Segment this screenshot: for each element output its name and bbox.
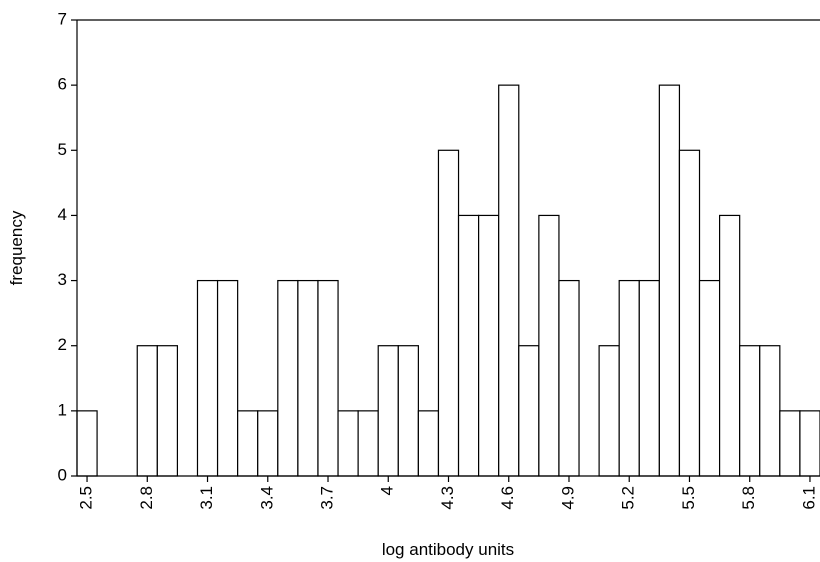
bar — [257, 410, 279, 477]
x-axis-label: log antibody units — [382, 540, 514, 559]
x-tick-label: 4.3 — [438, 486, 457, 510]
bar — [618, 279, 640, 477]
bar — [397, 345, 419, 477]
bar — [277, 279, 299, 477]
bar — [498, 84, 520, 477]
x-tick-label: 3.1 — [197, 486, 216, 510]
x-tick-label: 5.2 — [619, 486, 638, 510]
bar — [759, 345, 781, 477]
x-tick-label: 3.7 — [317, 486, 336, 510]
x-tick-label: 5.8 — [739, 486, 758, 510]
bar — [678, 149, 701, 477]
bar — [658, 84, 681, 477]
bar — [437, 149, 460, 477]
bar — [136, 345, 158, 477]
bar — [799, 410, 820, 477]
x-tick-label: 2.8 — [137, 486, 156, 510]
bar — [196, 279, 219, 477]
bar — [518, 345, 540, 477]
y-tick-label: 3 — [58, 270, 67, 289]
x-tick-label: 6.1 — [799, 486, 818, 510]
bar — [317, 279, 339, 477]
x-tick-label: 3.4 — [257, 486, 276, 510]
bar — [237, 410, 259, 477]
x-tick-label: 4 — [378, 486, 397, 495]
x-tick-label: 5.5 — [679, 486, 698, 510]
x-tick-label: 2.5 — [77, 486, 96, 510]
bar — [377, 345, 399, 477]
bar — [698, 279, 721, 477]
bar — [538, 214, 560, 477]
bar — [558, 279, 580, 477]
bar — [76, 410, 98, 477]
y-tick-label: 7 — [58, 9, 67, 28]
bar — [739, 345, 761, 477]
bar — [337, 410, 359, 477]
bar — [779, 410, 801, 477]
y-tick-label: 4 — [58, 205, 67, 224]
y-tick-label: 6 — [58, 75, 67, 94]
bar — [638, 279, 660, 477]
x-tick-label: 4.6 — [498, 486, 517, 510]
bar — [297, 279, 319, 477]
x-tick-label: 4.9 — [558, 486, 577, 510]
bar — [357, 410, 379, 477]
y-tick-label: 1 — [58, 400, 67, 419]
bar — [417, 410, 440, 477]
y-axis-label: frequency — [7, 210, 26, 285]
y-tick-label: 5 — [58, 140, 67, 159]
bar — [478, 214, 500, 477]
y-tick-label: 0 — [58, 465, 67, 484]
bar — [598, 345, 620, 477]
bar — [156, 345, 179, 477]
bar — [718, 214, 741, 477]
bar — [457, 214, 480, 477]
bar — [216, 279, 239, 477]
y-tick-label: 2 — [58, 335, 67, 354]
